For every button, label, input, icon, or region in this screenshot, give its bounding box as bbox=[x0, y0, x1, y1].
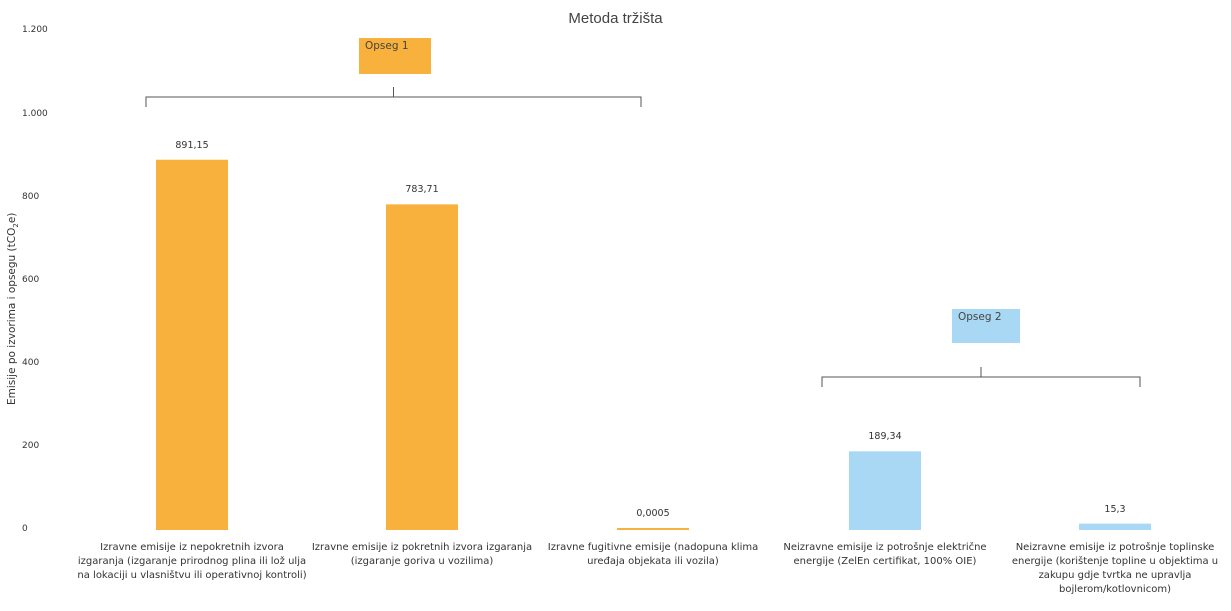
scope-2-bracket bbox=[821, 367, 1141, 387]
scope-1-bracket bbox=[145, 87, 642, 107]
y-tick-label: 1.200 bbox=[22, 25, 48, 36]
x-category-label: Izravne emisije iz nepokretnih izvora iz… bbox=[77, 542, 307, 581]
y-axis-label-text: Emisije po izvorima i opsegu (tCO bbox=[6, 227, 18, 405]
scope-2-annotation: Opseg 2 bbox=[952, 309, 1020, 343]
bar-1 bbox=[156, 159, 228, 530]
data-label: 891,15 bbox=[175, 139, 209, 151]
y-tick-label: 200 bbox=[22, 440, 40, 451]
x-category-label: Neizravne emisije iz potrošnje električn… bbox=[783, 542, 987, 567]
y-axis-label: Emisije po izvorima i opsegu (tCO2e) bbox=[6, 213, 20, 405]
x-category-label: Neizravne emisije iz potrošnje toplinske… bbox=[1011, 542, 1219, 595]
bar-4 bbox=[849, 451, 921, 530]
x-category-label: Izravne fugitivne emisije (nadopuna klim… bbox=[547, 542, 759, 567]
bar-5 bbox=[1079, 523, 1151, 530]
bar-3 bbox=[617, 528, 689, 530]
data-label: 783,71 bbox=[405, 184, 439, 196]
y-tick-label: 1.000 bbox=[22, 108, 48, 119]
scope-1-annotation: Opseg 1 bbox=[359, 38, 431, 74]
y-tick-label: 800 bbox=[22, 191, 40, 202]
data-label: 189,34 bbox=[868, 431, 902, 443]
y-axis-label-end: e) bbox=[6, 212, 18, 224]
y-tick-label: 0 bbox=[22, 524, 28, 534]
y-tick-label: 400 bbox=[22, 357, 40, 368]
y-axis-label-subscript: 2 bbox=[12, 223, 21, 228]
x-category-label: Izravne emisije iz pokretnih izvora izga… bbox=[311, 542, 533, 567]
y-tick-label: 600 bbox=[22, 274, 40, 285]
bar-2 bbox=[386, 204, 458, 530]
chart-title: Metoda tržišta bbox=[568, 10, 663, 27]
data-label: 0,0005 bbox=[636, 508, 670, 519]
data-label: 15,3 bbox=[1104, 503, 1126, 515]
